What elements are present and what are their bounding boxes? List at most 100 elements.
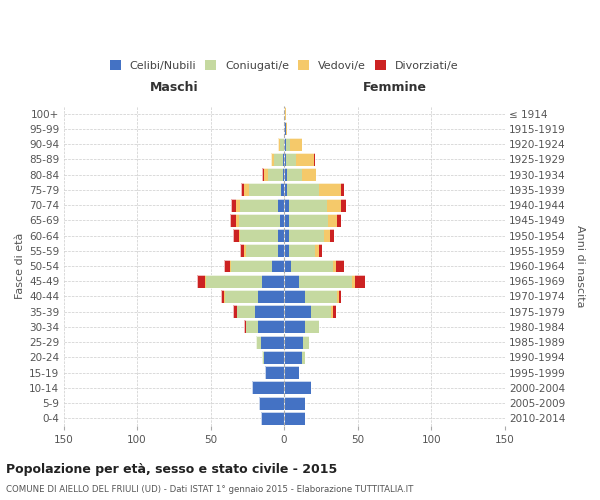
Bar: [205, 275, 206, 287]
Bar: [241, 184, 244, 196]
Bar: [259, 396, 284, 409]
Bar: [284, 382, 311, 394]
Bar: [239, 214, 280, 227]
Text: Femmine: Femmine: [362, 81, 427, 94]
Bar: [221, 290, 224, 303]
Bar: [221, 290, 284, 303]
Bar: [290, 138, 302, 150]
Bar: [244, 320, 284, 334]
Bar: [241, 184, 284, 196]
Bar: [328, 214, 337, 227]
Y-axis label: Anni di nascita: Anni di nascita: [575, 225, 585, 308]
Bar: [281, 184, 284, 196]
Bar: [246, 320, 257, 334]
Bar: [284, 229, 289, 242]
Text: COMUNE DI AIELLO DEL FRIULI (UD) - Dati ISTAT 1° gennaio 2015 - Elaborazione TUT: COMUNE DI AIELLO DEL FRIULI (UD) - Dati …: [6, 486, 413, 494]
Bar: [244, 320, 246, 334]
Bar: [314, 153, 315, 166]
Bar: [324, 229, 329, 242]
Bar: [286, 122, 287, 136]
Bar: [249, 184, 281, 196]
Bar: [283, 153, 284, 166]
Bar: [244, 184, 249, 196]
Bar: [284, 412, 305, 425]
Bar: [355, 275, 365, 287]
Bar: [278, 138, 280, 150]
Bar: [284, 138, 286, 150]
Bar: [289, 229, 324, 242]
Bar: [302, 168, 316, 181]
Bar: [252, 382, 284, 394]
Bar: [284, 396, 305, 409]
Bar: [284, 290, 305, 303]
Bar: [246, 244, 278, 257]
Bar: [236, 198, 240, 211]
Bar: [284, 214, 341, 227]
Bar: [284, 168, 287, 181]
Bar: [341, 198, 346, 211]
Bar: [256, 336, 284, 348]
Bar: [262, 351, 263, 364]
Bar: [256, 336, 260, 348]
Bar: [231, 198, 236, 211]
Bar: [284, 366, 299, 379]
Bar: [331, 305, 332, 318]
Bar: [280, 214, 284, 227]
Bar: [341, 184, 344, 196]
Bar: [286, 153, 296, 166]
Bar: [338, 290, 341, 303]
Bar: [197, 275, 284, 287]
Bar: [284, 412, 305, 425]
Bar: [311, 305, 331, 318]
Bar: [230, 260, 231, 272]
Bar: [240, 244, 244, 257]
Bar: [252, 382, 284, 394]
Bar: [280, 138, 284, 150]
Bar: [257, 320, 284, 334]
Bar: [278, 244, 284, 257]
Bar: [271, 153, 284, 166]
Bar: [315, 244, 319, 257]
Bar: [284, 320, 305, 334]
Bar: [284, 122, 287, 136]
Bar: [206, 275, 262, 287]
Bar: [257, 290, 284, 303]
Bar: [244, 244, 246, 257]
Bar: [259, 396, 284, 409]
Bar: [284, 260, 292, 272]
Bar: [231, 260, 272, 272]
Bar: [284, 305, 335, 318]
Bar: [284, 290, 341, 303]
Bar: [286, 138, 290, 150]
Bar: [278, 198, 284, 211]
Bar: [319, 244, 322, 257]
Bar: [274, 153, 283, 166]
Bar: [284, 107, 286, 120]
Bar: [303, 336, 309, 348]
Bar: [265, 366, 284, 379]
Bar: [272, 260, 284, 272]
Bar: [337, 214, 341, 227]
Bar: [289, 244, 315, 257]
Bar: [265, 366, 284, 379]
Bar: [352, 275, 355, 287]
Bar: [289, 198, 327, 211]
Bar: [284, 214, 289, 227]
Bar: [240, 198, 278, 211]
Bar: [329, 229, 334, 242]
Bar: [289, 214, 328, 227]
Bar: [305, 320, 319, 334]
Bar: [284, 260, 344, 272]
Bar: [260, 336, 284, 348]
Bar: [263, 168, 268, 181]
Text: Maschi: Maschi: [149, 81, 198, 94]
Bar: [292, 260, 332, 272]
Bar: [239, 229, 240, 242]
Bar: [332, 305, 335, 318]
Bar: [224, 290, 226, 303]
Bar: [284, 351, 302, 364]
Bar: [230, 214, 236, 227]
Bar: [327, 198, 341, 211]
Bar: [284, 168, 316, 181]
Bar: [284, 122, 286, 136]
